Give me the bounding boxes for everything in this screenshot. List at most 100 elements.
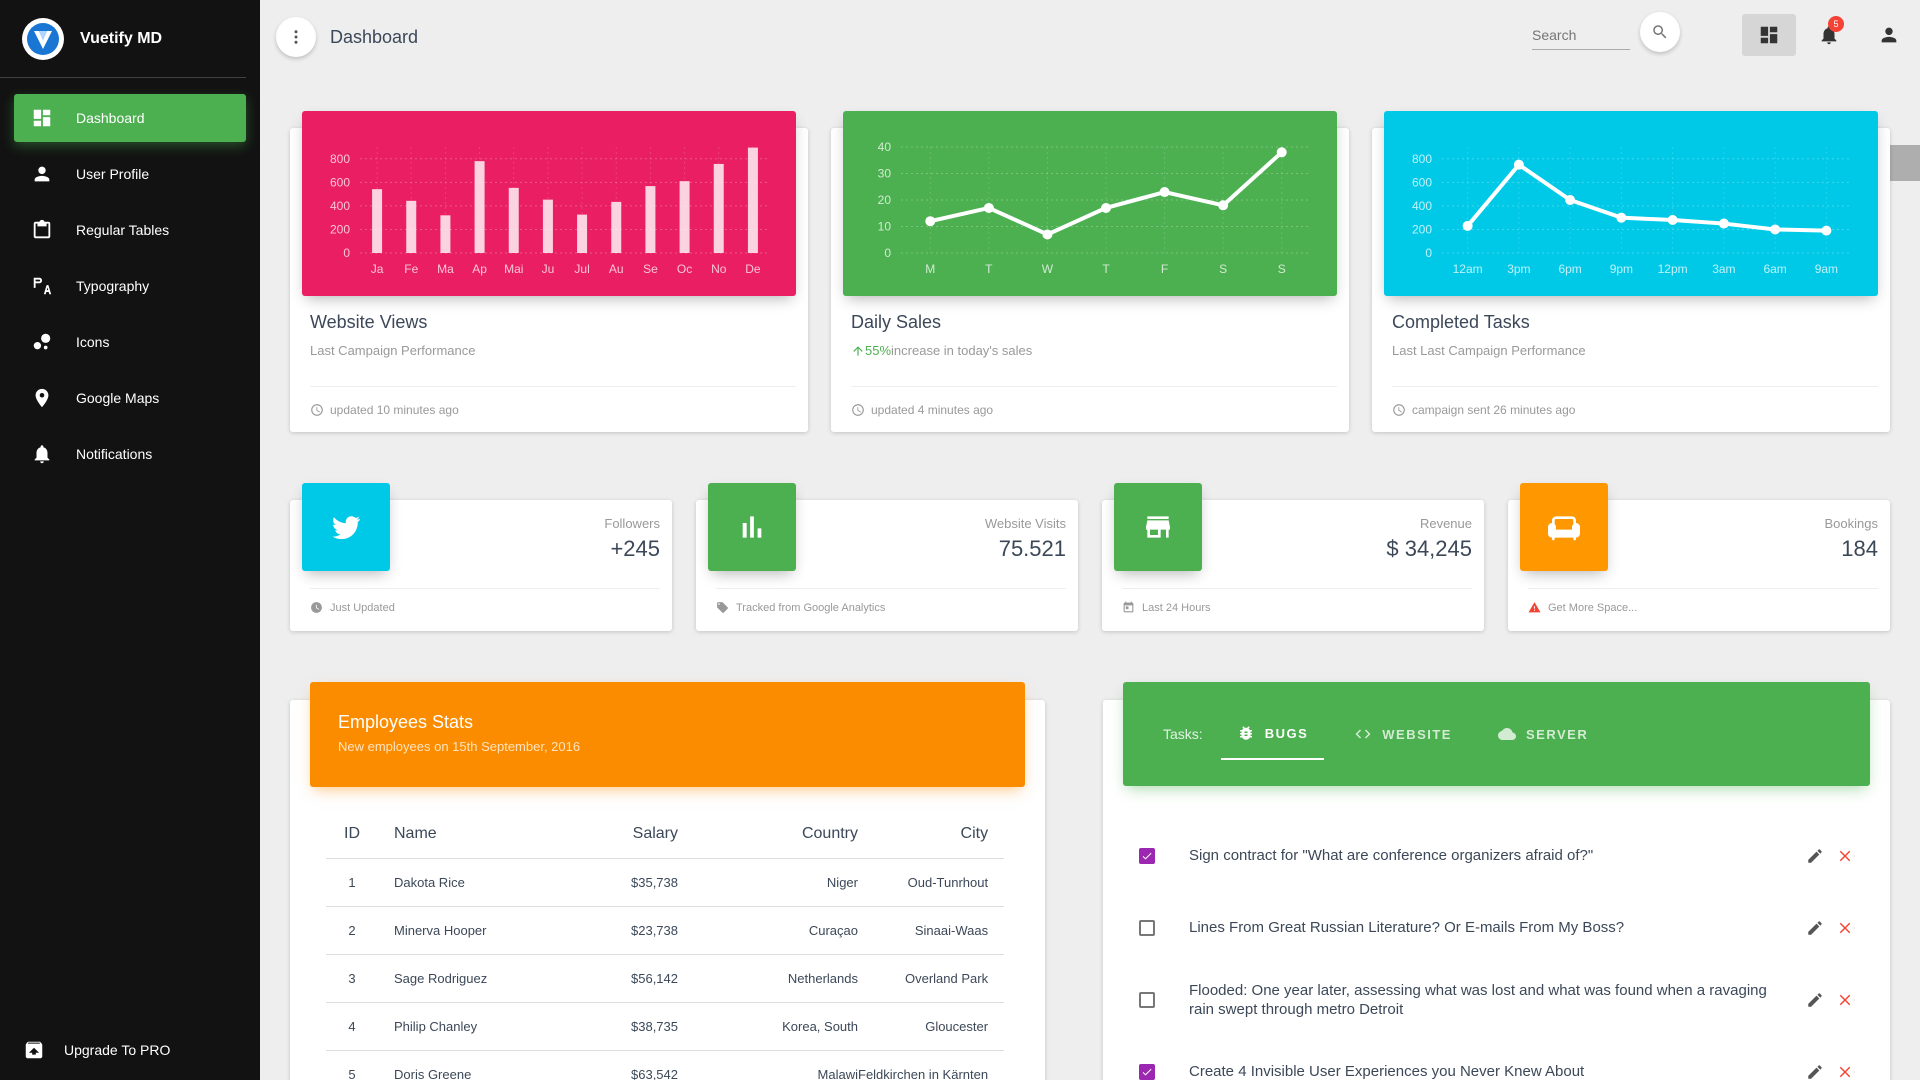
card-title: Daily Sales	[851, 312, 942, 332]
notifications-button[interactable]: 5	[1802, 14, 1856, 56]
search-icon	[1653, 25, 1667, 39]
task-text: Flooded: One year later, assessing what …	[1189, 981, 1767, 1019]
x-tick-label: Oc	[677, 262, 692, 276]
edit-icon[interactable]	[1806, 1063, 1824, 1080]
sidebar-item-icons[interactable]: Icons	[14, 318, 246, 366]
sidebar-item-dashboard[interactable]: Dashboard	[14, 94, 246, 142]
stat-footer: Tracked from Google Analytics	[716, 588, 1066, 615]
cell-salary: $56,142	[578, 954, 678, 1003]
clock-icon	[1392, 403, 1406, 417]
edit-icon[interactable]	[1806, 991, 1824, 1009]
cell-id: 1	[326, 858, 378, 907]
top-toolbar: Dashboard 5	[260, 0, 1920, 74]
y-tick-label: 600	[1412, 175, 1432, 189]
tab-label: SERVER	[1525, 726, 1589, 742]
more-menu-button[interactable]	[276, 17, 316, 57]
data-point	[1718, 218, 1729, 229]
bell-icon	[30, 442, 54, 466]
user-account-button[interactable]	[1862, 14, 1916, 56]
check-icon	[1142, 852, 1152, 860]
column-header-name[interactable]: Name	[378, 810, 578, 859]
cell-salary: $63,542	[578, 1050, 678, 1080]
tab-server[interactable]: SERVER	[1482, 708, 1604, 760]
brand[interactable]: Vuetify MD	[0, 0, 246, 78]
edit-icon[interactable]	[1806, 847, 1824, 865]
data-point	[925, 216, 936, 227]
tab-bugs[interactable]: BUGS	[1220, 708, 1325, 760]
check-icon	[1142, 1068, 1152, 1076]
stat-category: Bookings	[1824, 516, 1878, 531]
chart-svg: 0 10 20 30 40 M T W T F S S	[878, 140, 1311, 276]
tab-website[interactable]: WEBSITE	[1338, 708, 1468, 760]
sidebar-item-google-maps[interactable]: Google Maps	[14, 374, 246, 422]
cell-salary: $35,738	[578, 858, 678, 907]
task-text: Create 4 Invisible User Experiences you …	[1189, 1063, 1585, 1080]
bar	[372, 189, 383, 253]
cell-country: Korea, South	[678, 1002, 858, 1051]
person-icon	[1881, 27, 1897, 43]
sales-percent: 55%	[865, 343, 892, 358]
task-checkbox[interactable]	[1139, 848, 1155, 864]
sidebar-item-regular-tables[interactable]: Regular Tables	[14, 206, 246, 254]
dashboard-toolbar-button[interactable]	[1742, 14, 1796, 56]
close-icon[interactable]	[1836, 1063, 1854, 1080]
y-tick-label: 0	[884, 246, 891, 260]
upgrade-to-pro-link[interactable]: Upgrade To PRO	[14, 1030, 246, 1070]
dots-vertical-icon	[294, 30, 298, 44]
task-checkbox[interactable]	[1139, 1064, 1155, 1080]
column-header-salary[interactable]: Salary	[578, 810, 678, 859]
completed-tasks-card: 0 200 400 600 800 12am 3pm 6pm 9pm 12pm 3am 6am 9am …	[1372, 111, 1890, 432]
task-checkbox[interactable]	[1139, 992, 1155, 1008]
completed-tasks-chart: 0 200 400 600 800 12am 3pm 6pm 9pm 12pm 3am 6am 9am	[1384, 111, 1878, 296]
close-icon[interactable]	[1836, 847, 1854, 865]
cell-city: Sinaai-Waas	[858, 906, 1005, 955]
task-actions	[1806, 991, 1854, 1009]
stat-category: Followers	[604, 516, 660, 531]
search-button[interactable]	[1640, 12, 1680, 52]
close-icon[interactable]	[1836, 919, 1854, 937]
stat-value: 75.521	[998, 536, 1066, 561]
bar	[406, 200, 417, 253]
followers-stat-card: Followers +245 Just Updated	[290, 483, 672, 631]
edit-icon[interactable]	[1806, 919, 1824, 937]
x-tick-label: T	[1102, 262, 1110, 276]
sidebar-item-label: Icons	[76, 334, 110, 350]
cell-name: Sage Rodriguez	[378, 954, 578, 1003]
column-header-country[interactable]: Country	[678, 810, 858, 859]
arrow-up-icon	[853, 345, 863, 356]
bug-icon	[1239, 726, 1252, 740]
x-tick-label: Ap	[472, 262, 487, 276]
cell-salary: $38,735	[578, 1002, 678, 1051]
daily-sales-card: 0 10 20 30 40 M T W T F S S Daily Sales 55% increas…	[831, 111, 1349, 432]
x-tick-label: Au	[609, 262, 624, 276]
x-tick-label: Jul	[574, 262, 589, 276]
bookings-stat-card: Bookings 184 Get More Space...	[1508, 483, 1890, 631]
y-tick-label: 200	[330, 222, 350, 236]
notification-badge: 5	[1828, 16, 1844, 32]
stat-category: Revenue	[1419, 516, 1472, 531]
bar	[611, 201, 622, 253]
stat-footer-text: Just Updated	[330, 602, 395, 614]
y-tick-label: 0	[343, 246, 350, 260]
x-tick-label: 6pm	[1558, 262, 1581, 276]
card-title: Website Views	[310, 312, 428, 332]
cell-name: Doris Greene	[378, 1050, 578, 1080]
sofa-icon	[1520, 483, 1608, 571]
task-actions	[1806, 847, 1854, 865]
tasks-card-header: Tasks: BUGS WEBSITE SERVER	[1123, 682, 1870, 786]
data-point	[983, 202, 994, 213]
sidebar-item-typography[interactable]: Typography	[14, 262, 246, 310]
column-header-id[interactable]: ID	[326, 810, 378, 859]
x-tick-label: S	[1219, 262, 1227, 276]
tab-label: WEBSITE	[1382, 726, 1452, 742]
close-icon[interactable]	[1836, 991, 1854, 1009]
sidebar-item-notifications[interactable]: Notifications	[14, 430, 246, 478]
card-footer: updated 10 minutes ago	[310, 386, 796, 417]
cell-name: Philip Chanley	[378, 1002, 578, 1051]
column-header-city[interactable]: City	[858, 810, 1005, 859]
store-icon	[1114, 483, 1202, 571]
sidebar-item-user-profile[interactable]: User Profile	[14, 150, 246, 198]
task-checkbox[interactable]	[1139, 920, 1155, 936]
stat-value: 184	[1841, 536, 1878, 561]
search-input[interactable]	[1532, 20, 1630, 50]
